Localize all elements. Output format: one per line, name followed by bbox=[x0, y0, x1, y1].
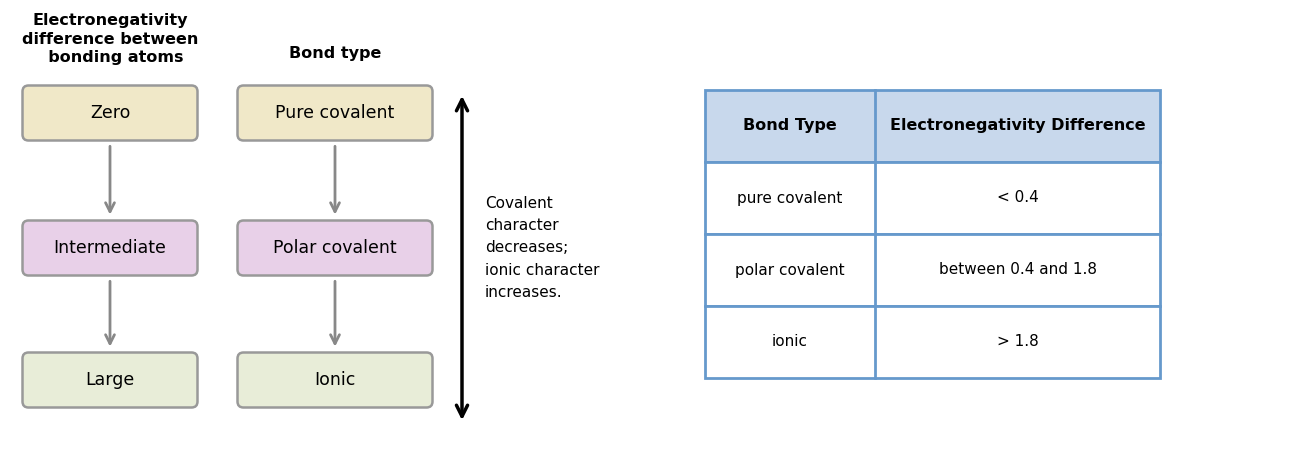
Text: Covalent
character
decreases;
ionic character
increases.: Covalent character decreases; ionic char… bbox=[485, 196, 599, 300]
FancyBboxPatch shape bbox=[705, 162, 1160, 234]
Text: Polar covalent: Polar covalent bbox=[273, 239, 396, 257]
Text: Electronegativity Difference: Electronegativity Difference bbox=[889, 118, 1145, 133]
Text: ionic: ionic bbox=[772, 335, 809, 350]
Text: Large: Large bbox=[86, 371, 135, 389]
Text: Bond Type: Bond Type bbox=[744, 118, 837, 133]
Text: < 0.4: < 0.4 bbox=[997, 190, 1039, 205]
Text: > 1.8: > 1.8 bbox=[997, 335, 1039, 350]
Text: Zero: Zero bbox=[90, 104, 130, 122]
Text: Electronegativity
difference between
  bonding atoms: Electronegativity difference between bon… bbox=[22, 13, 198, 65]
Text: polar covalent: polar covalent bbox=[736, 263, 845, 278]
Text: Intermediate: Intermediate bbox=[53, 239, 166, 257]
FancyBboxPatch shape bbox=[238, 86, 433, 140]
Text: Ionic: Ionic bbox=[315, 371, 356, 389]
Text: between 0.4 and 1.8: between 0.4 and 1.8 bbox=[939, 263, 1096, 278]
FancyBboxPatch shape bbox=[22, 86, 198, 140]
Text: Bond type: Bond type bbox=[289, 46, 381, 61]
FancyBboxPatch shape bbox=[238, 220, 433, 276]
FancyBboxPatch shape bbox=[22, 220, 198, 276]
FancyBboxPatch shape bbox=[22, 352, 198, 408]
Text: Pure covalent: Pure covalent bbox=[276, 104, 395, 122]
FancyBboxPatch shape bbox=[705, 234, 1160, 306]
FancyBboxPatch shape bbox=[705, 90, 1160, 162]
FancyBboxPatch shape bbox=[705, 306, 1160, 378]
Text: pure covalent: pure covalent bbox=[737, 190, 842, 205]
FancyBboxPatch shape bbox=[238, 352, 433, 408]
